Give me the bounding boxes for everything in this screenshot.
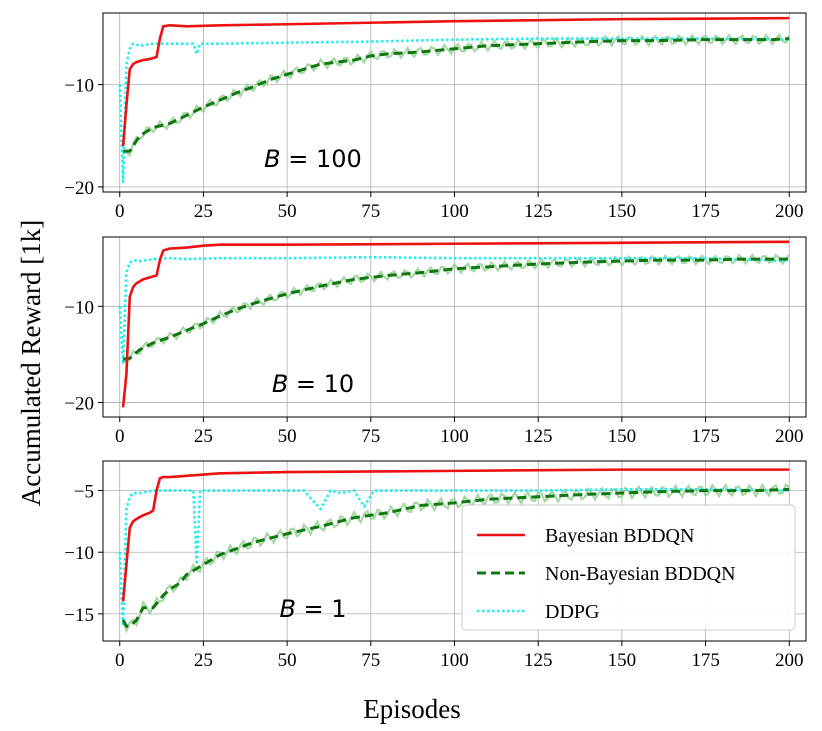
y-tick-label: −20	[64, 178, 94, 199]
legend-label: Bayesian BDDQN	[545, 525, 694, 547]
legend: Bayesian BDDQN Non-Bayesian BDDQN DDPG	[461, 504, 796, 631]
y-tick-label: −10	[64, 543, 94, 564]
annotation-variable: B	[272, 370, 288, 398]
y-axis-label: Accumulated Reward [1k]	[16, 220, 46, 506]
series-line-ddpg	[118, 37, 790, 184]
panel-3: 0 25 50 75 100 125 150 175 200 −5 −10 −15 B = 1	[64, 460, 807, 671]
series-line-non-bayesian-bddqn	[121, 487, 790, 628]
x-tick-label: 100	[440, 650, 469, 671]
x-tick-label: 150	[608, 650, 637, 671]
panel-1: 0 25 50 75 100 125 150 175 200 −10 −20 B = 100	[64, 12, 807, 222]
x-tick-label: 25	[194, 650, 213, 671]
series-line-ddpg	[118, 255, 790, 366]
legend-box	[461, 504, 796, 631]
x-tick-label: 100	[440, 426, 469, 447]
panel-annotation: B = 10	[272, 370, 354, 398]
x-tick-label: 200	[775, 201, 804, 222]
y-tick-label: −15	[64, 605, 94, 626]
panel-annotation: B = 1	[279, 595, 346, 623]
panel-2: 0 25 50 75 100 125 150 175 200 −10 −20 B = 10	[64, 236, 807, 447]
legend-label: Non-Bayesian BDDQN	[545, 563, 736, 585]
x-tick-label: 175	[691, 201, 720, 222]
annotation-value: = 1	[296, 595, 347, 623]
series-line-bayesian-bddqn	[121, 240, 790, 408]
series-noise-non-bayesian-bddqn	[122, 253, 791, 365]
x-tick-label: 25	[194, 201, 213, 222]
panel-annotation: B = 100	[264, 145, 362, 173]
y-tick-label: −10	[64, 297, 94, 318]
x-tick-label: 0	[115, 426, 125, 447]
x-tick-label: 75	[361, 426, 380, 447]
series-line-non-bayesian-bddqn	[122, 257, 790, 361]
x-tick-label: 200	[775, 426, 804, 447]
series-group	[118, 468, 790, 634]
x-tick-label: 200	[775, 650, 804, 671]
series-group	[118, 16, 791, 184]
annotation-variable: B	[279, 595, 295, 623]
annotation-variable: B	[264, 145, 280, 173]
legend-label: DDPG	[545, 601, 599, 623]
x-tick-label: 150	[608, 201, 637, 222]
x-tick-label: 175	[691, 650, 720, 671]
annotation-value: = 10	[288, 370, 354, 398]
y-tick-label: −20	[64, 394, 94, 415]
plot-frame	[102, 460, 807, 642]
x-tick-label: 75	[361, 201, 380, 222]
plot-frame	[102, 236, 807, 418]
x-tick-label: 125	[524, 426, 553, 447]
series-line-bayesian-bddqn	[121, 468, 790, 602]
x-tick-label: 150	[608, 426, 637, 447]
x-tick-label: 125	[524, 201, 553, 222]
plot-frame	[102, 12, 807, 193]
x-tick-label: 0	[115, 201, 125, 222]
annotation-value: = 100	[281, 145, 362, 173]
x-tick-label: 175	[691, 426, 720, 447]
x-tick-label: 25	[194, 426, 213, 447]
series-group	[118, 240, 791, 408]
x-tick-label: 50	[278, 650, 297, 671]
x-tick-label: 50	[278, 201, 297, 222]
x-tick-label: 100	[440, 201, 469, 222]
x-tick-label: 50	[278, 426, 297, 447]
y-tick-label: −5	[74, 482, 94, 503]
series-noise-non-bayesian-bddqn	[122, 32, 791, 158]
x-tick-label: 0	[115, 650, 125, 671]
x-axis-label: Episodes	[363, 694, 461, 724]
y-tick-label: −10	[64, 76, 94, 97]
x-tick-label: 125	[524, 650, 553, 671]
x-tick-label: 75	[361, 650, 380, 671]
series-line-bayesian-bddqn	[121, 16, 790, 147]
series-line-non-bayesian-bddqn	[123, 37, 790, 153]
